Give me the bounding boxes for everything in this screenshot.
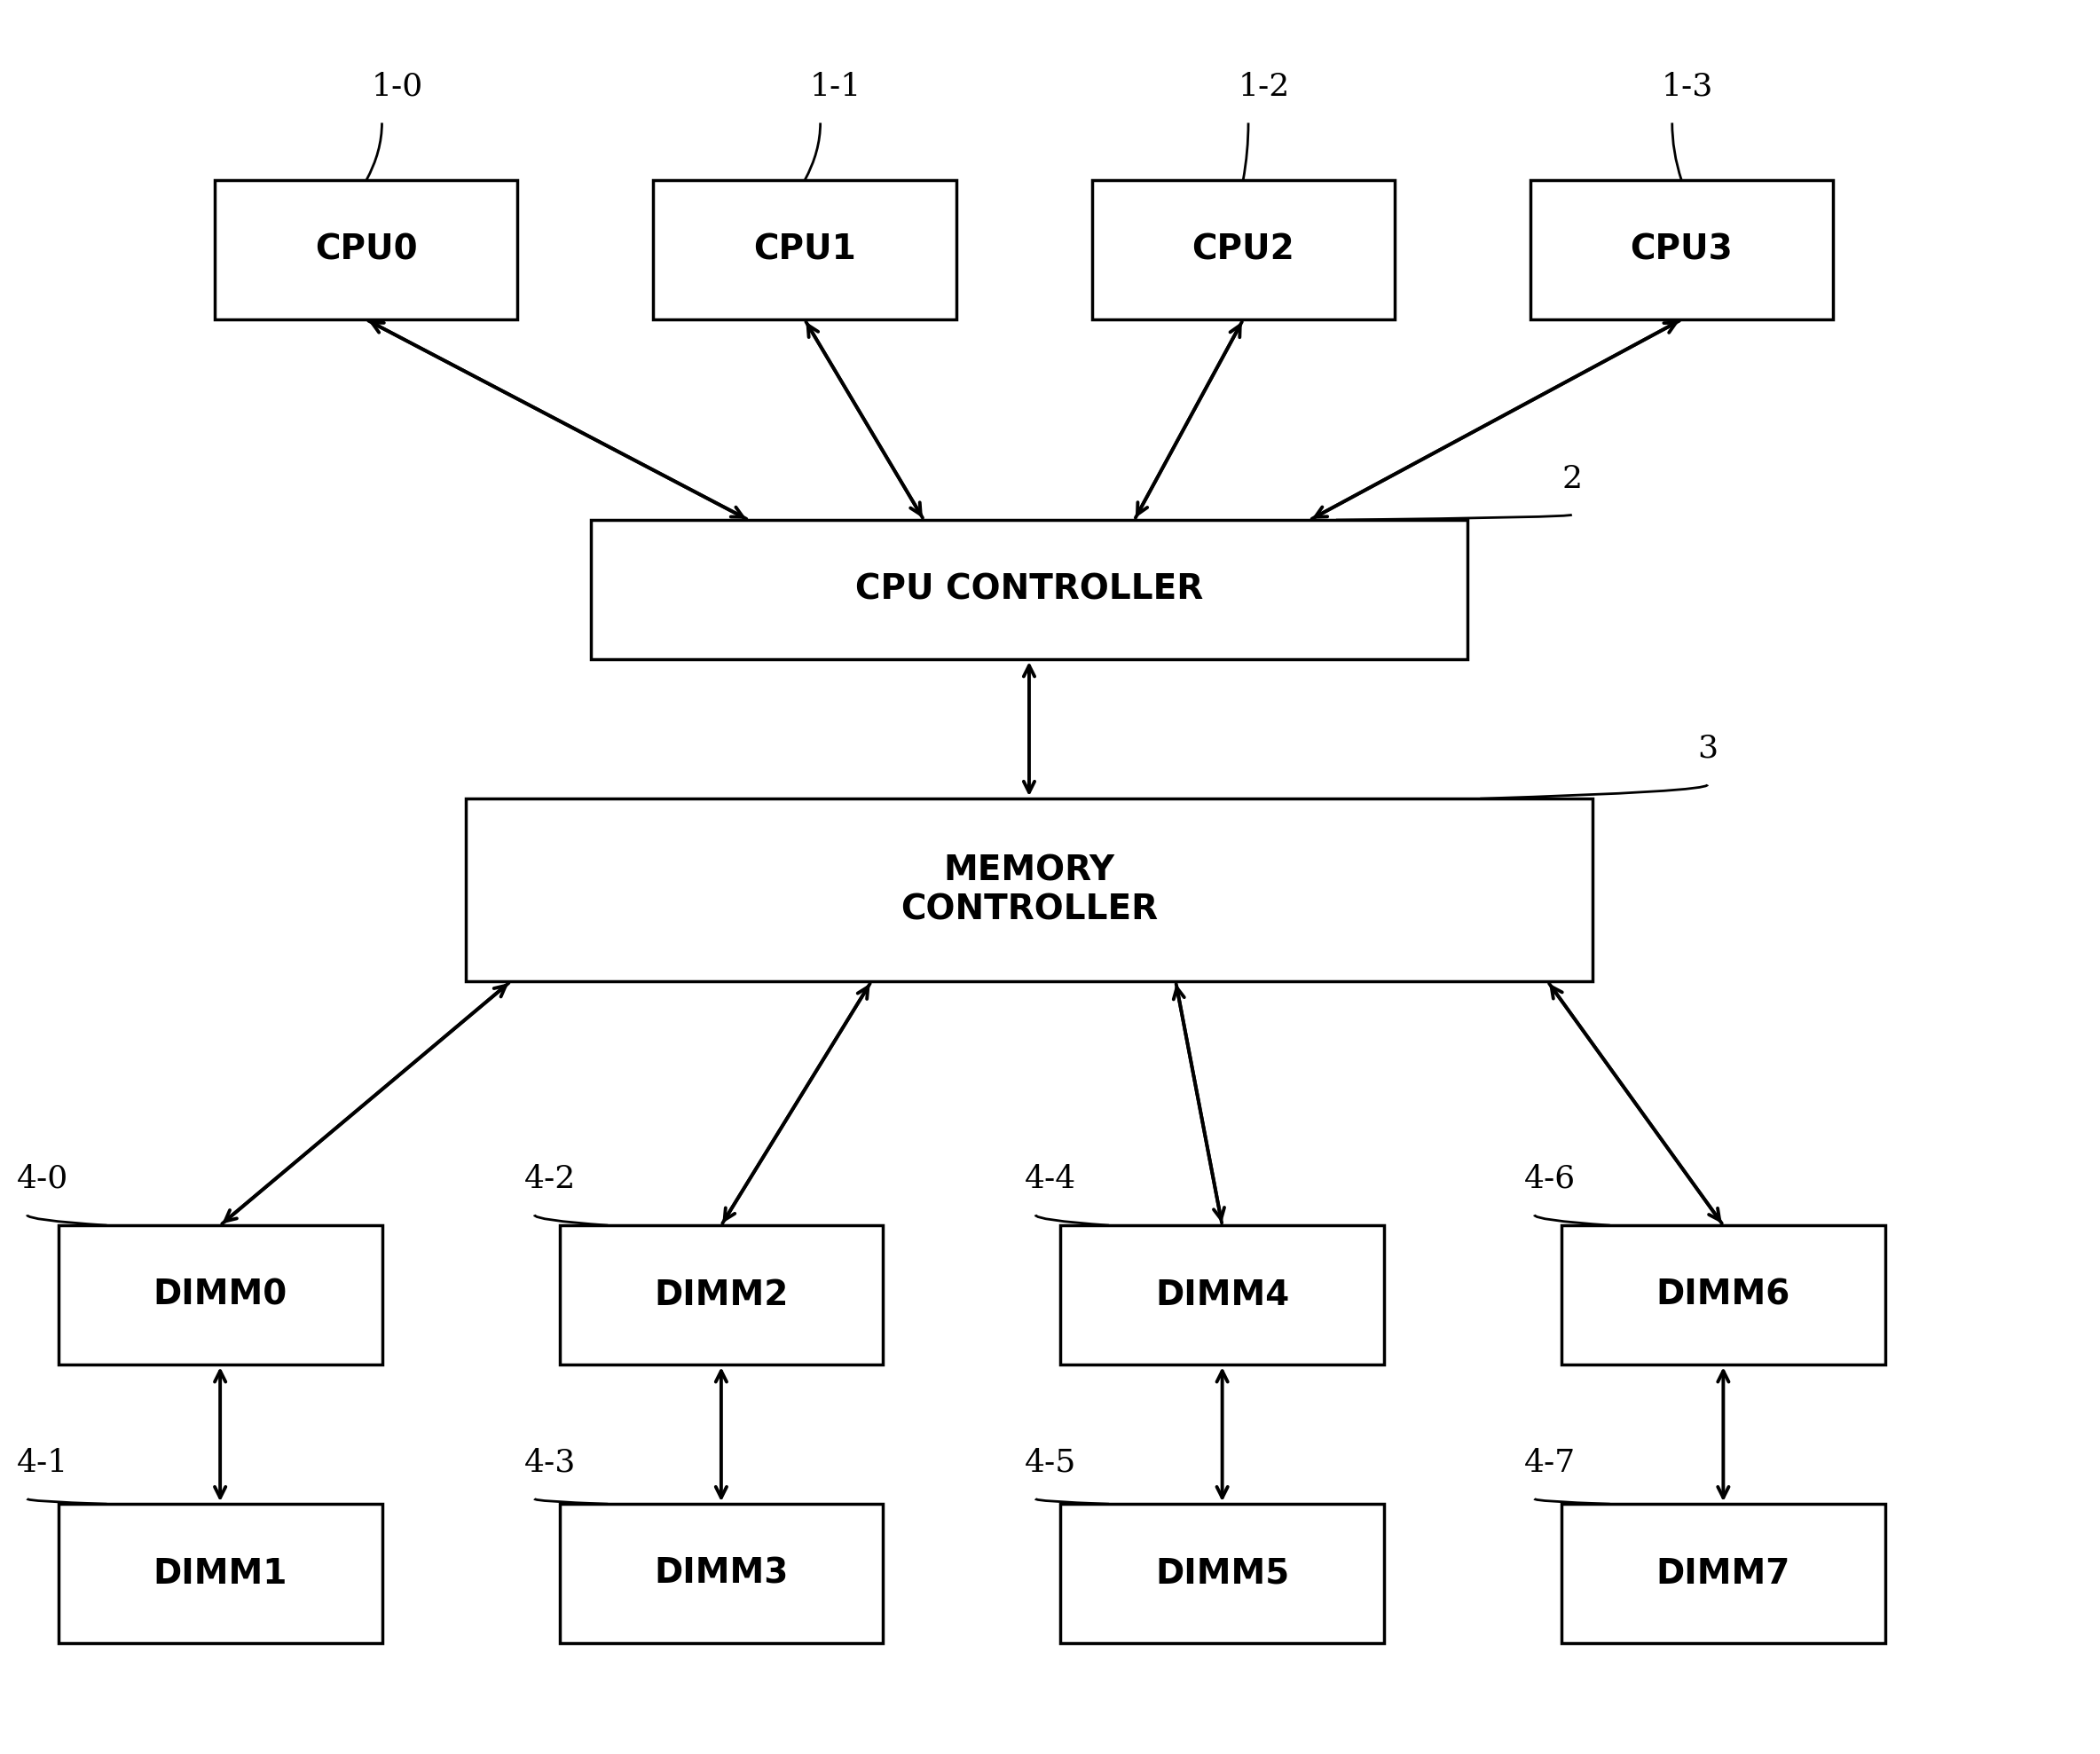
Bar	[1060, 1226, 1384, 1365]
Text: 2: 2	[1562, 463, 1581, 495]
Text: 4-4: 4-4	[1025, 1165, 1077, 1194]
Bar	[1531, 181, 1833, 319]
Bar	[590, 519, 1468, 660]
Text: CPU1: CPU1	[754, 233, 857, 267]
Bar	[59, 1503, 382, 1643]
Text: DIMM4: DIMM4	[1155, 1279, 1289, 1312]
Text: MEMORY
CONTROLLER: MEMORY CONTROLLER	[901, 854, 1157, 926]
Text: 4-7: 4-7	[1525, 1447, 1575, 1479]
Bar	[1562, 1503, 1886, 1643]
Text: 4-0: 4-0	[17, 1165, 69, 1194]
Text: DIMM5: DIMM5	[1155, 1558, 1289, 1591]
Bar	[1060, 1503, 1384, 1643]
Text: DIMM1: DIMM1	[153, 1558, 288, 1591]
Bar	[1092, 181, 1394, 319]
Text: 1-3: 1-3	[1661, 72, 1714, 102]
Text: CPU CONTROLLER: CPU CONTROLLER	[855, 574, 1203, 607]
Bar	[1562, 1226, 1886, 1365]
Bar	[59, 1226, 382, 1365]
Text: CPU3: CPU3	[1630, 233, 1732, 267]
Text: 4-1: 4-1	[17, 1447, 69, 1479]
Text: 4-3: 4-3	[523, 1447, 575, 1479]
Bar	[559, 1503, 882, 1643]
Text: CPU0: CPU0	[315, 233, 418, 267]
Text: DIMM3: DIMM3	[653, 1558, 788, 1591]
Text: 1-2: 1-2	[1237, 72, 1289, 102]
Text: DIMM2: DIMM2	[653, 1279, 788, 1312]
Text: 4-5: 4-5	[1025, 1447, 1077, 1479]
Text: 4-6: 4-6	[1525, 1165, 1575, 1194]
Bar	[214, 181, 517, 319]
Text: 3: 3	[1697, 733, 1718, 763]
Bar	[653, 181, 955, 319]
Text: CPU2: CPU2	[1193, 233, 1294, 267]
Bar	[559, 1226, 882, 1365]
Text: 1-1: 1-1	[811, 72, 861, 102]
Text: 1-0: 1-0	[372, 72, 424, 102]
Text: 4-2: 4-2	[523, 1165, 575, 1194]
Text: DIMM0: DIMM0	[153, 1279, 288, 1312]
Text: DIMM7: DIMM7	[1657, 1558, 1791, 1591]
Text: DIMM6: DIMM6	[1657, 1279, 1791, 1312]
Bar	[466, 798, 1592, 982]
